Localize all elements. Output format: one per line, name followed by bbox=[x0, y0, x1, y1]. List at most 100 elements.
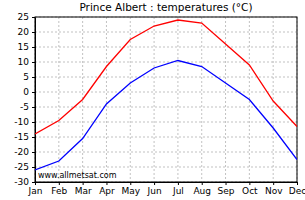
grid-line-x bbox=[58, 17, 59, 182]
y-tick-label: 0 bbox=[23, 87, 29, 97]
grid-line-y bbox=[35, 152, 297, 153]
x-tick: Mar bbox=[75, 182, 92, 196]
x-tick-mark bbox=[83, 182, 84, 185]
x-tick-mark bbox=[154, 182, 155, 185]
y-axis: -30 -25 -20 -15 -10 -5 0 5 10 15 20 25 bbox=[14, 12, 35, 187]
x-tick: Jun bbox=[147, 182, 162, 196]
grid-line-y bbox=[35, 32, 297, 33]
grid-line-y bbox=[35, 167, 297, 168]
y-tick-label: -25 bbox=[14, 162, 29, 172]
series-line bbox=[35, 61, 297, 171]
x-tick: Apr bbox=[99, 182, 115, 196]
y-tick-label: 5 bbox=[23, 72, 29, 82]
y-tick: -20 bbox=[14, 147, 35, 157]
x-tick-mark bbox=[249, 182, 250, 185]
x-axis-line bbox=[36, 182, 298, 183]
y-tick: 5 bbox=[23, 72, 35, 82]
x-tick: Nov bbox=[265, 182, 283, 196]
grid-line-y bbox=[35, 122, 297, 123]
y-tick: -15 bbox=[14, 132, 35, 142]
x-tick-mark bbox=[202, 182, 203, 185]
x-tick-mark bbox=[106, 182, 107, 185]
series-line bbox=[35, 20, 297, 134]
grid bbox=[35, 17, 297, 182]
y-tick-mark bbox=[32, 62, 35, 63]
x-tick-label: Aug bbox=[193, 186, 211, 196]
y-tick-mark bbox=[32, 122, 35, 123]
x-tick-mark bbox=[35, 182, 36, 185]
y-tick-mark bbox=[32, 77, 35, 78]
x-tick-mark bbox=[273, 182, 274, 185]
x-tick-mark bbox=[297, 182, 298, 185]
y-tick-mark bbox=[32, 167, 35, 168]
x-tick: Dec bbox=[289, 182, 305, 196]
y-axis-line bbox=[35, 18, 36, 183]
x-tick-label: Dec bbox=[289, 186, 305, 196]
grid-line-y bbox=[35, 137, 297, 138]
x-tick: Jan bbox=[28, 182, 43, 196]
y-tick-label: -15 bbox=[14, 132, 29, 142]
grid-line-x bbox=[201, 17, 202, 182]
grid-line-x bbox=[225, 17, 226, 182]
chart-container: -30 -25 -20 -15 -10 -5 0 5 10 15 20 25 Jan Feb Mar Apr M… bbox=[0, 0, 305, 200]
y-tick: -5 bbox=[20, 102, 35, 112]
y-tick: 10 bbox=[18, 57, 35, 67]
y-tick-mark bbox=[32, 137, 35, 138]
y-tick-label: -5 bbox=[20, 102, 29, 112]
x-tick: Sep bbox=[218, 182, 235, 196]
x-tick-mark bbox=[226, 182, 227, 185]
y-tick-mark bbox=[32, 152, 35, 153]
x-tick: Jul bbox=[172, 182, 184, 196]
x-tick-label: Jun bbox=[147, 186, 162, 196]
x-tick-label: May bbox=[121, 186, 140, 196]
y-tick: 0 bbox=[23, 87, 35, 97]
x-tick-label: Nov bbox=[265, 186, 283, 196]
grid-line-y bbox=[35, 47, 297, 48]
chart-svg: -30 -25 -20 -15 -10 -5 0 5 10 15 20 25 Jan Feb Mar Apr M… bbox=[0, 0, 305, 200]
y-tick: -25 bbox=[14, 162, 35, 172]
x-tick-label: Feb bbox=[51, 186, 67, 196]
x-tick-label: Jan bbox=[28, 186, 43, 196]
grid-line-y bbox=[35, 92, 297, 93]
y-tick-label: 15 bbox=[18, 42, 29, 52]
x-tick-label: Sep bbox=[218, 186, 235, 196]
y-tick: 15 bbox=[18, 42, 35, 52]
y-tick-mark bbox=[32, 17, 35, 18]
y-tick: 25 bbox=[18, 12, 35, 22]
grid-line-x bbox=[130, 17, 131, 182]
y-tick-label: -30 bbox=[14, 177, 29, 187]
chart-title: Prince Albert : temperatures (°C) bbox=[79, 1, 252, 13]
x-tick: May bbox=[121, 182, 140, 196]
grid-line-y bbox=[35, 62, 297, 63]
series-group bbox=[35, 20, 297, 170]
annotation: www.allmetsat.com bbox=[38, 171, 117, 180]
y-tick-label: -20 bbox=[14, 147, 29, 157]
x-tick-label: Oct bbox=[242, 186, 258, 196]
x-tick-label: Jul bbox=[172, 186, 184, 196]
x-tick-label: Mar bbox=[75, 186, 92, 196]
x-tick-mark bbox=[178, 182, 179, 185]
y-tick-mark bbox=[32, 32, 35, 33]
y-tick-label: -10 bbox=[14, 117, 29, 127]
x-tick: Aug bbox=[193, 182, 211, 196]
y-tick-mark bbox=[32, 47, 35, 48]
plot-frame bbox=[35, 17, 297, 182]
x-tick: Oct bbox=[242, 182, 258, 196]
x-tick: Feb bbox=[51, 182, 67, 196]
x-tick-mark bbox=[130, 182, 131, 185]
grid-line-x bbox=[154, 17, 155, 182]
background bbox=[0, 0, 305, 200]
grid-line-x bbox=[106, 17, 107, 182]
grid-line-x bbox=[177, 17, 178, 182]
y-tick: -10 bbox=[14, 117, 35, 127]
y-tick-label: 20 bbox=[18, 27, 30, 37]
y-tick-label: 25 bbox=[18, 12, 29, 22]
x-tick-label: Apr bbox=[99, 186, 115, 196]
x-axis: Jan Feb Mar Apr May Jun Jul Aug Sep Oct Nov Dec bbox=[28, 182, 305, 196]
y-tick-mark bbox=[32, 182, 35, 183]
y-tick-label: 10 bbox=[18, 57, 30, 67]
y-tick: 20 bbox=[18, 27, 35, 37]
y-tick-mark bbox=[32, 107, 35, 108]
x-tick-mark bbox=[59, 182, 60, 185]
y-tick-mark bbox=[32, 92, 35, 93]
